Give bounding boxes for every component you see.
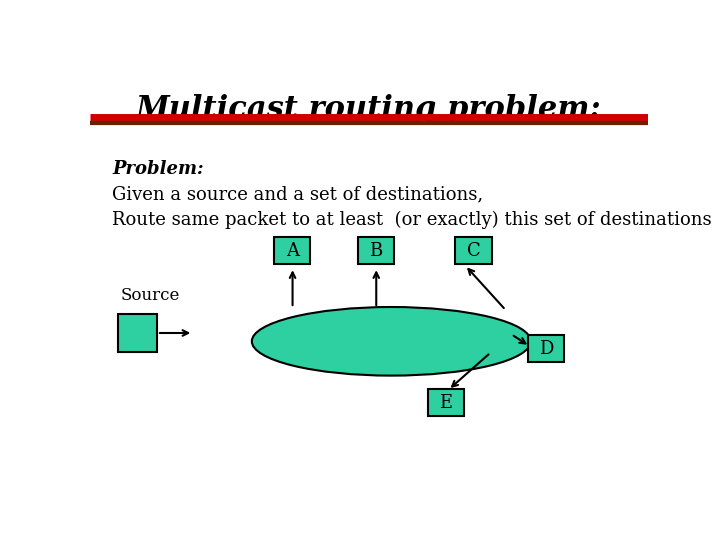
Text: D: D [539,340,554,357]
Text: Given a source and a set of destinations,: Given a source and a set of destinations… [112,185,483,204]
Text: Multicast routing problem:: Multicast routing problem: [136,94,602,125]
Text: A: A [286,242,299,260]
Text: E: E [439,394,452,411]
Text: Source: Source [121,287,180,304]
FancyBboxPatch shape [274,238,310,265]
FancyBboxPatch shape [528,335,564,362]
Text: B: B [369,242,382,260]
FancyBboxPatch shape [456,238,492,265]
Text: Route same packet to at least  (or exactly) this set of destinations: Route same packet to at least (or exactl… [112,210,712,228]
Text: Problem:: Problem: [112,160,204,178]
FancyBboxPatch shape [358,238,394,265]
FancyBboxPatch shape [118,314,157,352]
Ellipse shape [252,307,531,376]
Text: C: C [467,242,480,260]
FancyBboxPatch shape [428,389,464,416]
